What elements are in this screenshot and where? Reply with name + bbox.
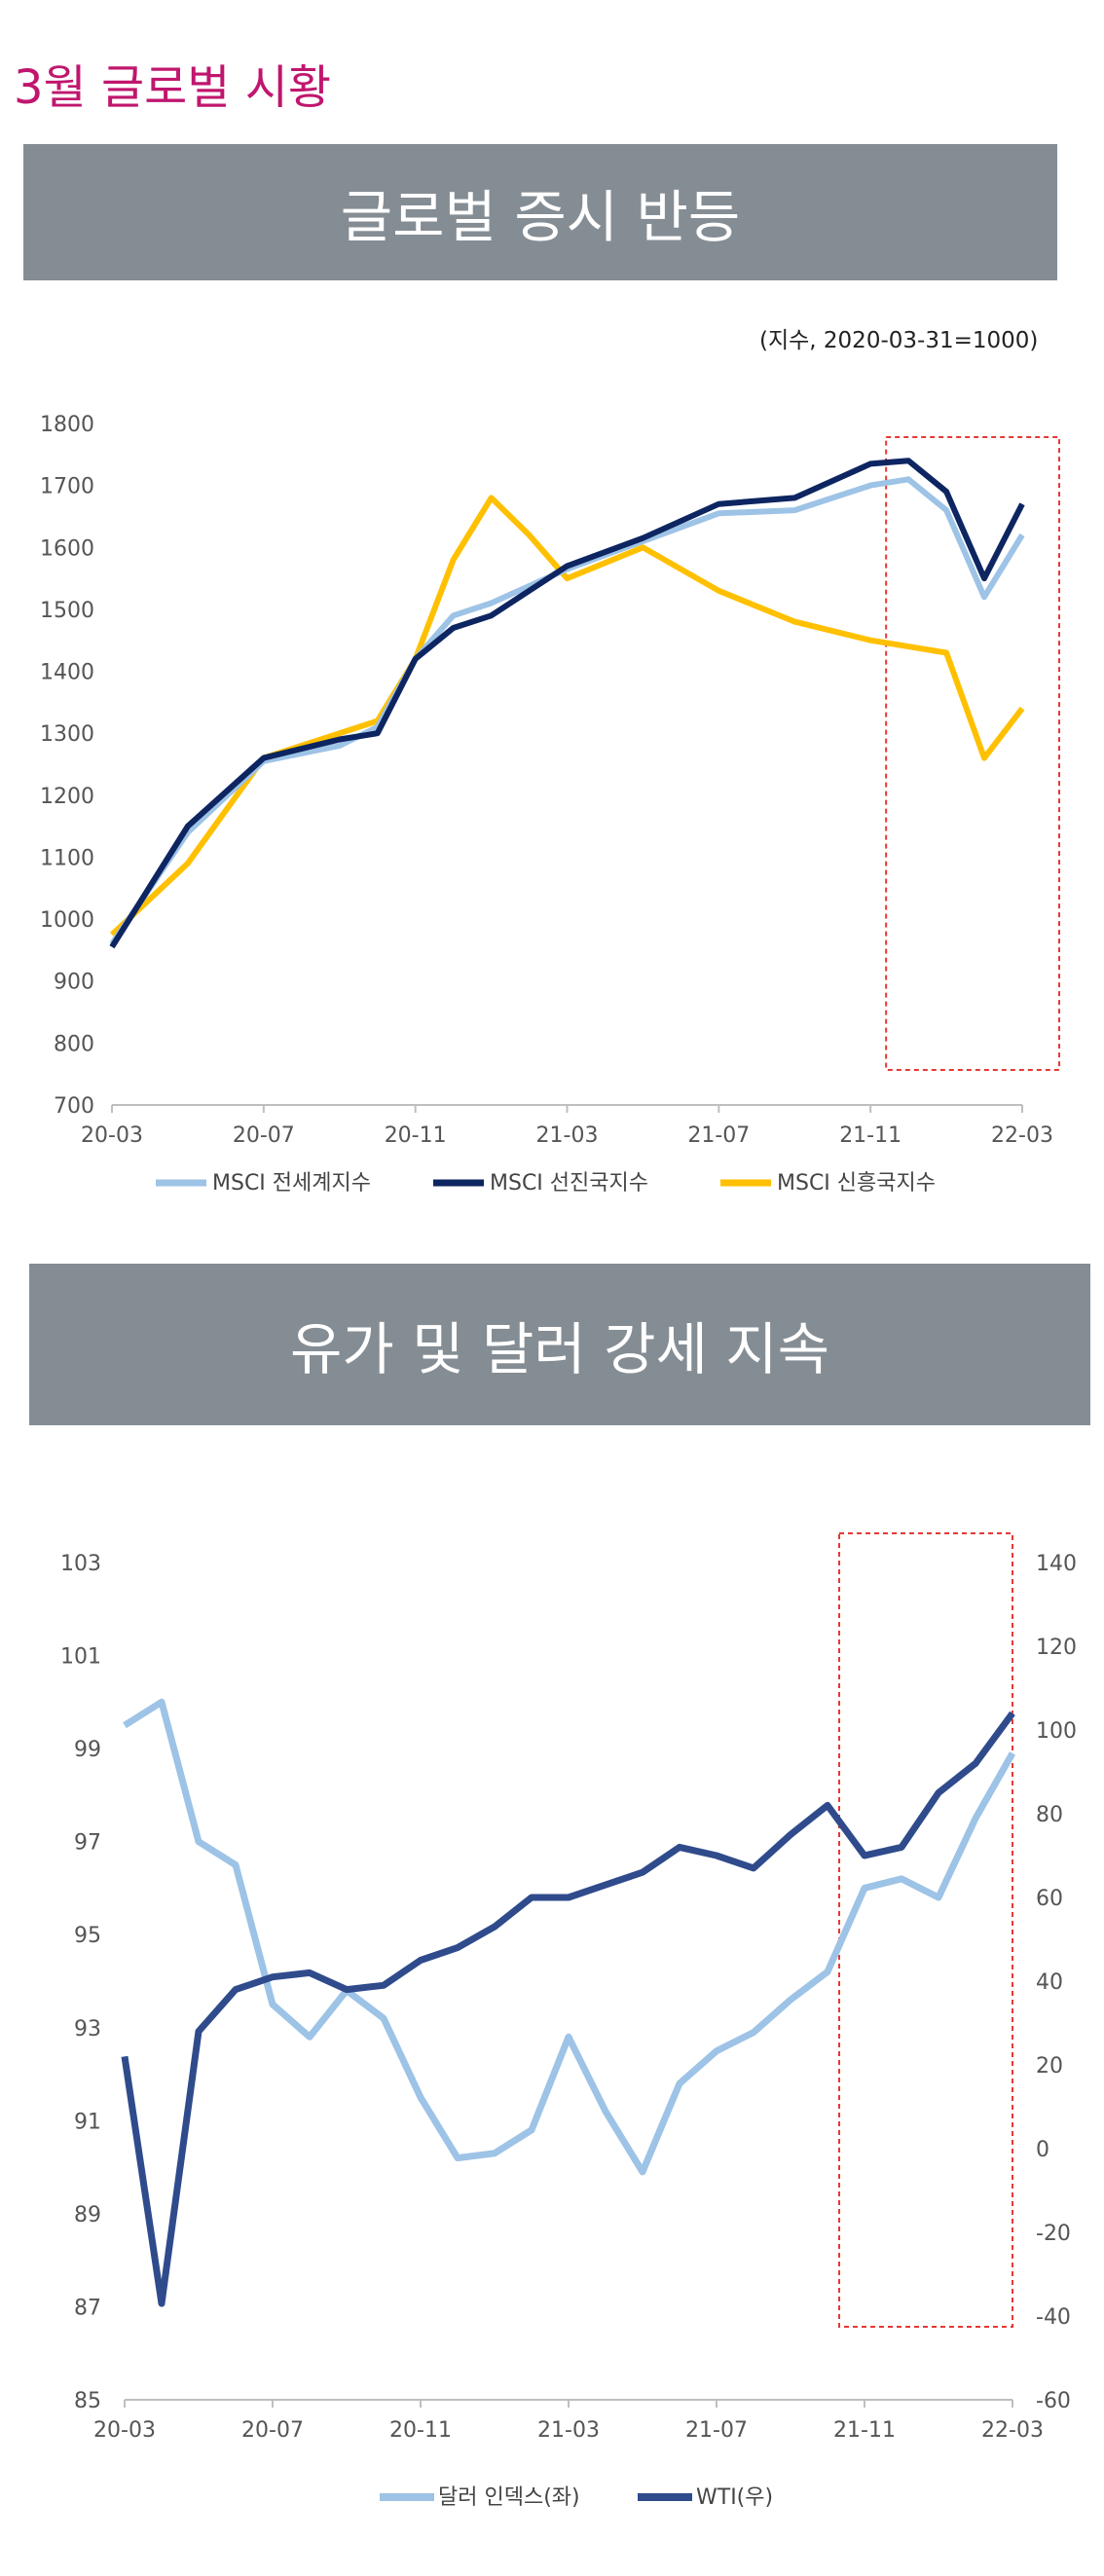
y-tick-label: 700 xyxy=(54,1094,94,1119)
x-tick-label: 21-11 xyxy=(839,1123,902,1148)
y-right-tick-label: -20 xyxy=(1036,2222,1071,2246)
x-tick-label: 20-07 xyxy=(233,1123,295,1148)
y-tick-label: 1000 xyxy=(40,908,94,933)
section-banner-oil-dollar: 유가 및 달러 강세 지속 xyxy=(29,1264,1090,1425)
x-tick-label: 21-07 xyxy=(685,2418,748,2443)
legend-label-1: MSCI 선진국지수 xyxy=(490,1171,648,1196)
x-tick-label: 21-07 xyxy=(687,1123,750,1148)
y-right-tick-label: 140 xyxy=(1036,1552,1077,1576)
series-line-2 xyxy=(109,495,1025,938)
y-left-tick-label: 85 xyxy=(74,2389,101,2413)
series-line-0 xyxy=(123,1698,1016,2176)
x-tick-label: 21-11 xyxy=(833,2418,896,2443)
x-tick-label: 20-07 xyxy=(241,2418,304,2443)
y-right-tick-label: 120 xyxy=(1036,1636,1077,1660)
y-right-tick-label: 40 xyxy=(1036,1970,1063,1995)
y-right-tick-label: -60 xyxy=(1036,2389,1071,2413)
x-tick-label: 22-03 xyxy=(991,1123,1053,1148)
y-right-tick-label: -40 xyxy=(1036,2305,1071,2330)
y-left-tick-label: 97 xyxy=(74,1831,101,1856)
y-right-tick-label: 60 xyxy=(1036,1887,1063,1911)
y-right-tick-label: 100 xyxy=(1036,1719,1077,1744)
highlight-box xyxy=(838,1532,1013,2328)
y-tick-label: 1100 xyxy=(40,846,94,870)
x-tick-label: 21-03 xyxy=(537,2418,600,2443)
y-left-tick-label: 103 xyxy=(60,1552,101,1576)
y-tick-label: 900 xyxy=(54,971,94,995)
y-tick-label: 1600 xyxy=(40,536,94,561)
y-tick-label: 1700 xyxy=(40,475,94,499)
y-tick-label: 800 xyxy=(54,1032,94,1056)
y-left-tick-label: 101 xyxy=(60,1645,101,1670)
y-left-tick-label: 95 xyxy=(74,1924,101,1948)
legend-label-2: MSCI 신흥국지수 xyxy=(777,1171,936,1196)
y-left-tick-label: 91 xyxy=(74,2110,101,2134)
global-equity-chart: 700 800 900 1000 1100 1200 1300 1400 1500 1600 170… xyxy=(40,413,1061,1196)
x-tick-label: 20-03 xyxy=(93,2418,156,2443)
y-tick-label: 1800 xyxy=(40,413,94,437)
y-left-tick-label: 89 xyxy=(74,2203,101,2227)
y-left-tick-label: 99 xyxy=(74,1738,101,1762)
y-left-tick-label: 87 xyxy=(74,2296,101,2320)
y-tick-label: 1300 xyxy=(40,722,94,747)
y-left-tick-label: 93 xyxy=(74,2017,101,2042)
y-right-tick-label: 80 xyxy=(1036,1803,1063,1827)
series-line-1 xyxy=(109,458,1025,949)
series-line-1 xyxy=(121,1711,1015,2307)
legend-label-0: 달러 인덱스(좌) xyxy=(438,2485,580,2510)
highlight-box xyxy=(885,436,1061,1071)
oil-dollar-chart: 85 87 89 91 93 95 97 99 101 103 -60 -40 -20 0 20 40 60 80… xyxy=(60,1532,1077,2510)
index-base-note: (지수, 2020-03-31=1000) xyxy=(759,328,1039,353)
y-right-tick-label: 20 xyxy=(1036,2054,1063,2079)
x-tick-label: 22-03 xyxy=(981,2418,1044,2443)
page-title: 3월 글로벌 시황 xyxy=(14,60,332,115)
y-right-tick-label: 0 xyxy=(1036,2138,1049,2162)
x-tick-label: 20-11 xyxy=(385,1123,447,1148)
legend-label-0: MSCI 전세계지수 xyxy=(212,1171,371,1196)
x-tick-label: 20-11 xyxy=(389,2418,452,2443)
y-tick-label: 1200 xyxy=(40,785,94,809)
y-tick-label: 1500 xyxy=(40,599,94,623)
x-tick-label: 20-03 xyxy=(81,1123,143,1148)
x-tick-label: 21-03 xyxy=(536,1123,599,1148)
section-banner-global-equities: 글로벌 증시 반등 xyxy=(23,144,1057,280)
y-tick-label: 1400 xyxy=(40,661,94,685)
legend-label-1: WTI(우) xyxy=(696,2485,773,2510)
